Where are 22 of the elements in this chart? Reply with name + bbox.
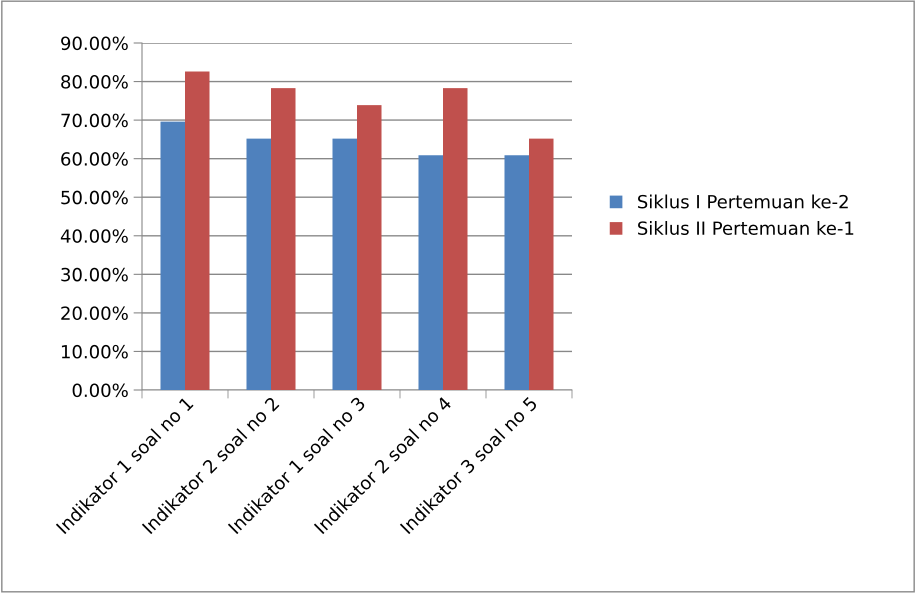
bar [357,105,382,390]
y-tick-label: 50.00% [61,190,128,204]
y-tick-label: 30.00% [61,268,128,282]
bar [529,138,554,390]
y-tick-label: 40.00% [60,229,128,243]
y-tick-label: 20.00% [61,306,128,320]
y-tick-label: 70.00% [61,114,128,128]
y-tick-label: 60.00% [61,152,128,166]
bar [332,138,357,390]
legend-label: Siklus II Pertemuan ke-1 [638,221,854,235]
legend-label: Siklus I Pertemuan ke-2 [638,194,848,208]
bar [246,138,271,390]
bar [418,155,443,390]
bar [185,72,210,390]
y-tick-label: 10.00% [62,344,128,359]
y-tick-label: 90.00% [61,36,128,50]
bar [443,88,468,390]
bar [504,155,529,390]
bar [271,88,296,390]
bar [160,122,185,390]
y-tick-label: 0.00% [72,383,128,398]
y-tick-label: 80.00% [61,75,128,89]
